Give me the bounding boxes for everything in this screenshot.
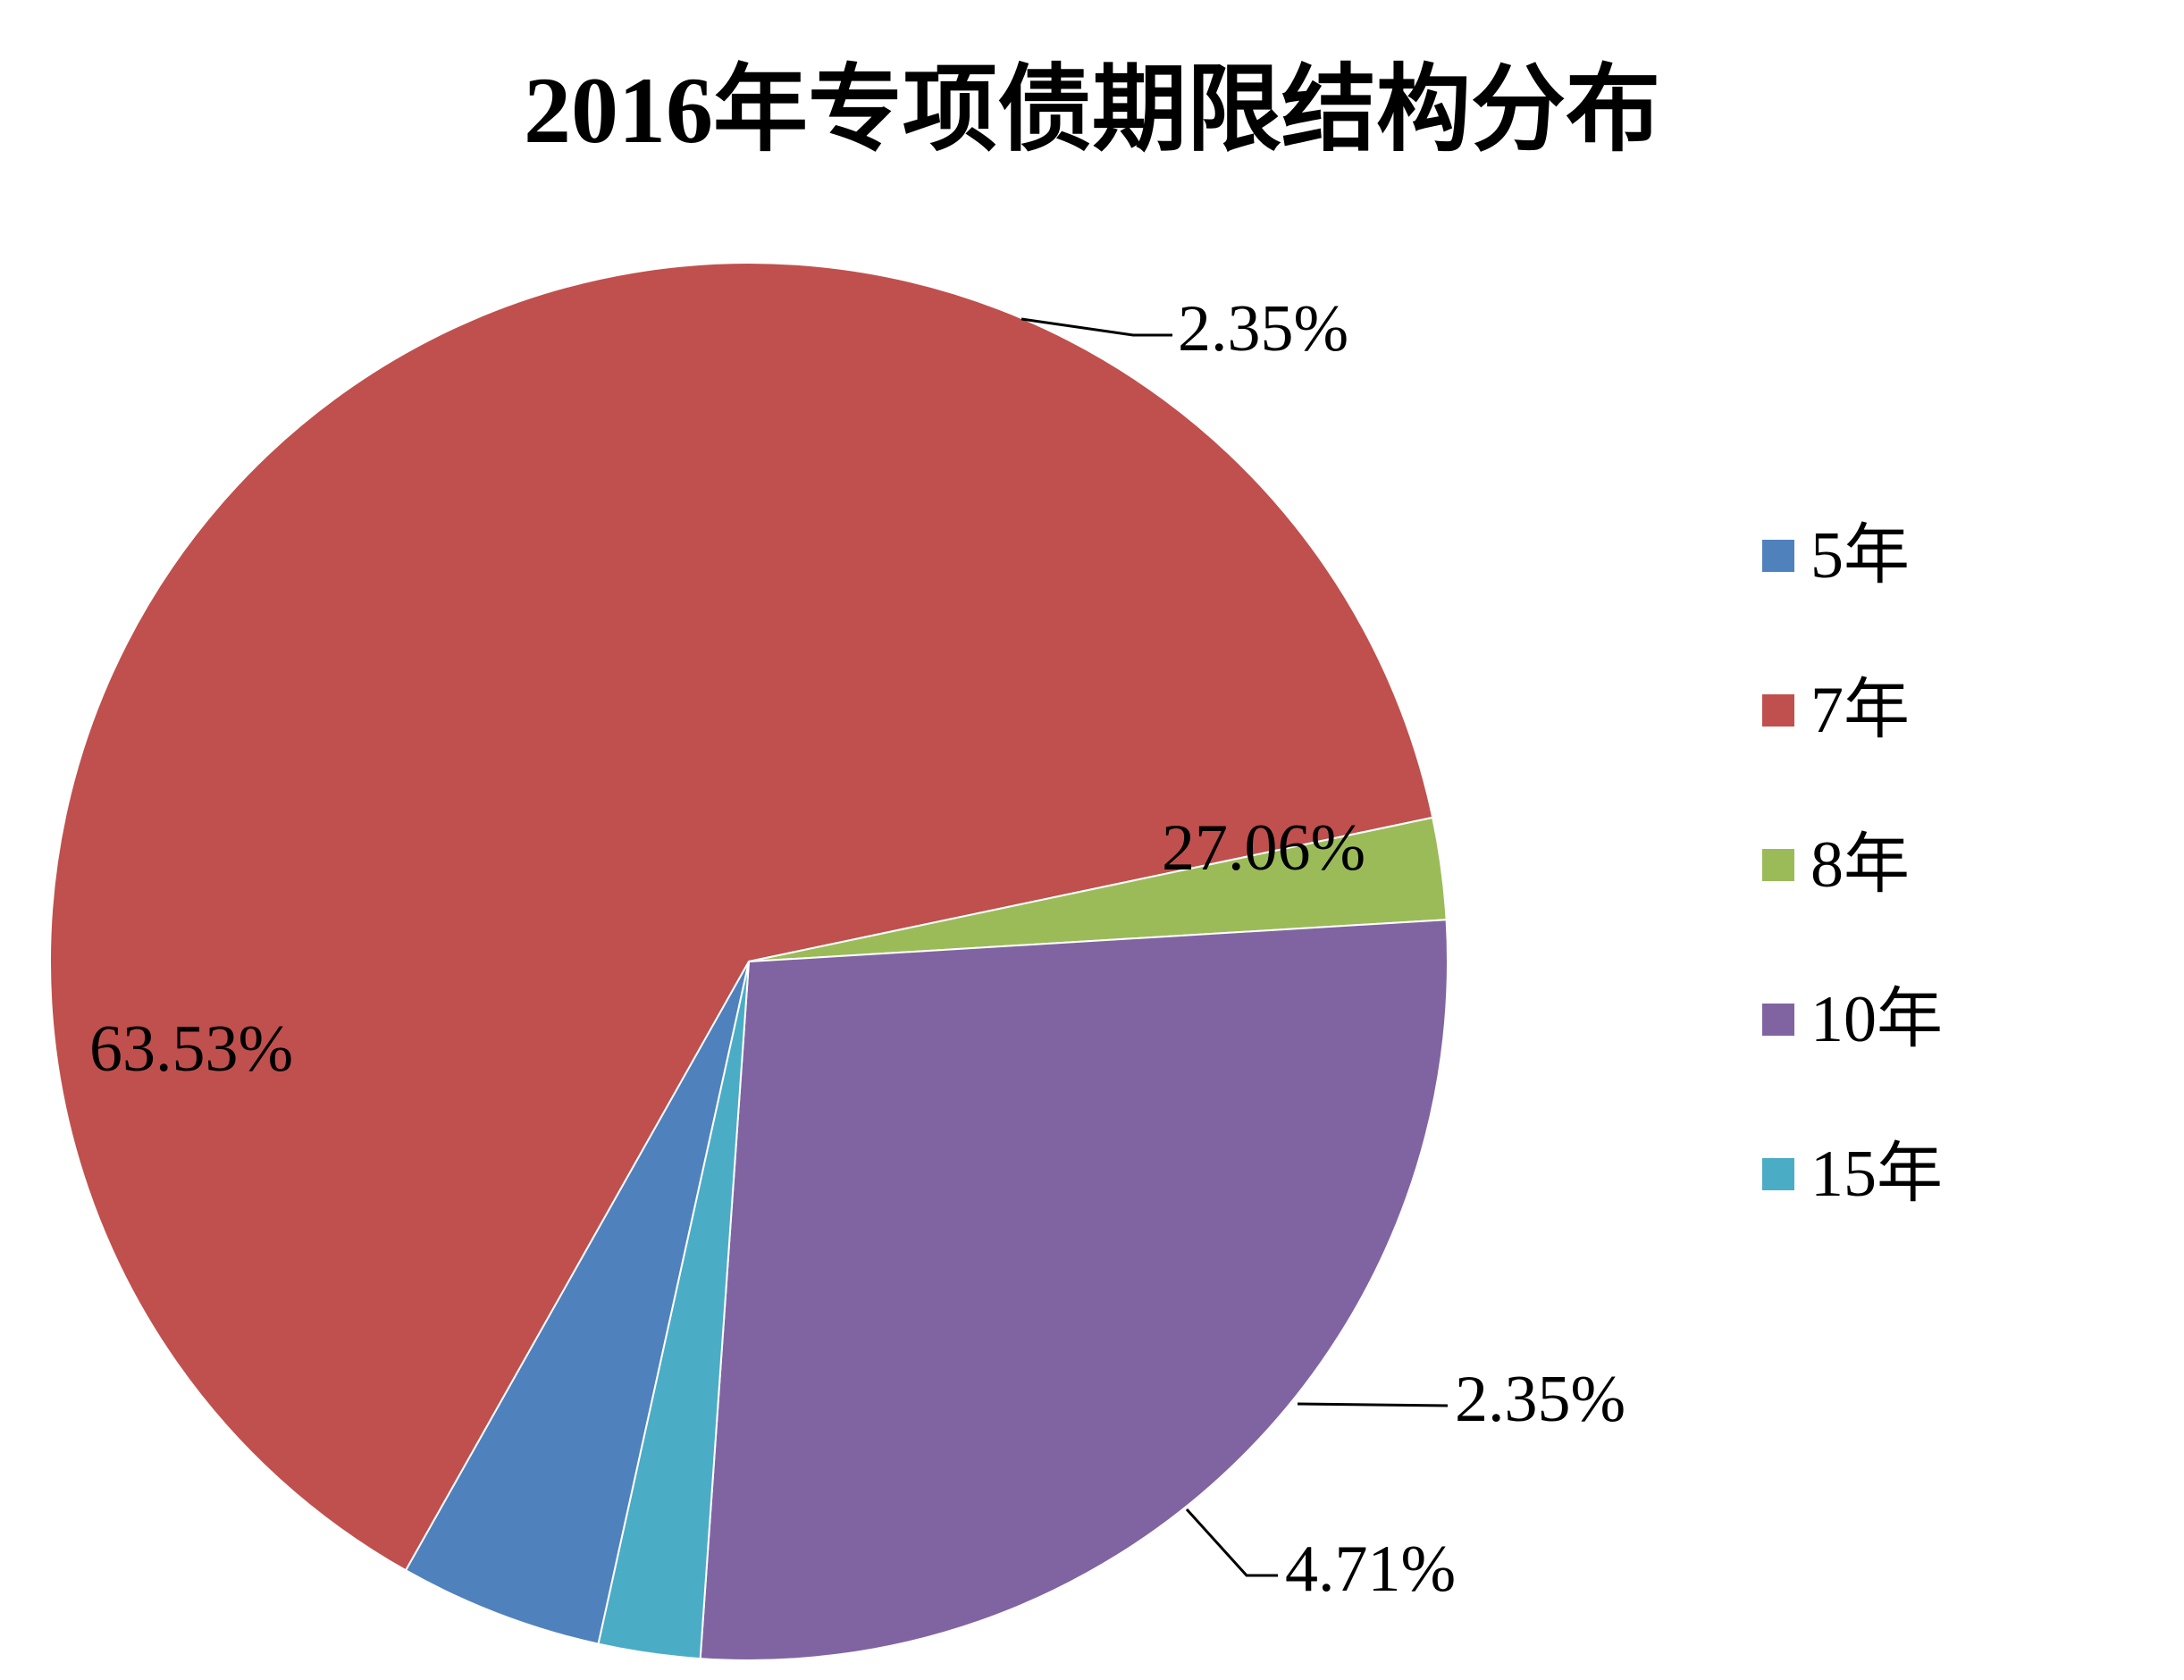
data-labels: 4.71% 63.53% 2.35% 27.06% 2.35% — [89, 292, 1625, 1606]
legend-swatch — [1762, 1004, 1794, 1036]
leader-line-3 — [1021, 317, 1172, 337]
legend-swatch — [1762, 849, 1794, 881]
leader-lines — [1021, 317, 1449, 1577]
pie-slice-4 — [699, 919, 1449, 1661]
data-label-1: 4.71% — [1285, 1533, 1456, 1606]
legend-label: 7年 — [1810, 674, 1910, 747]
legend-item-7-years: 7年 — [1762, 670, 2030, 751]
data-label-5: 2.35% — [1455, 1363, 1625, 1436]
pie-slice-2 — [49, 262, 1434, 1572]
legend-swatch — [1762, 694, 1794, 727]
leader-line-5 — [1297, 1402, 1449, 1407]
data-label-3: 2.35% — [1178, 292, 1348, 365]
pie-slice-1 — [404, 961, 750, 1645]
legend-item-5-years: 5年 — [1762, 516, 2030, 596]
pie-slices — [49, 262, 1449, 1661]
leader-line-1 — [1185, 1508, 1278, 1577]
legend-item-15-years: 15年 — [1762, 1134, 2030, 1214]
legend-swatch — [1762, 540, 1794, 572]
legend-item-8-years: 8年 — [1762, 825, 2030, 905]
chart-title: 2016年专项债期限结构分布 — [524, 58, 1660, 163]
legend-label: 8年 — [1810, 828, 1910, 902]
legend-label: 5年 — [1810, 519, 1910, 592]
legend-swatch — [1762, 1158, 1794, 1190]
legend-item-10-years: 10年 — [1762, 979, 2030, 1060]
legend-label: 10年 — [1810, 983, 1943, 1056]
legend-label: 15年 — [1810, 1138, 1943, 1211]
data-label-2: 63.53% — [89, 1012, 293, 1086]
data-label-4: 27.06% — [1162, 811, 1365, 885]
